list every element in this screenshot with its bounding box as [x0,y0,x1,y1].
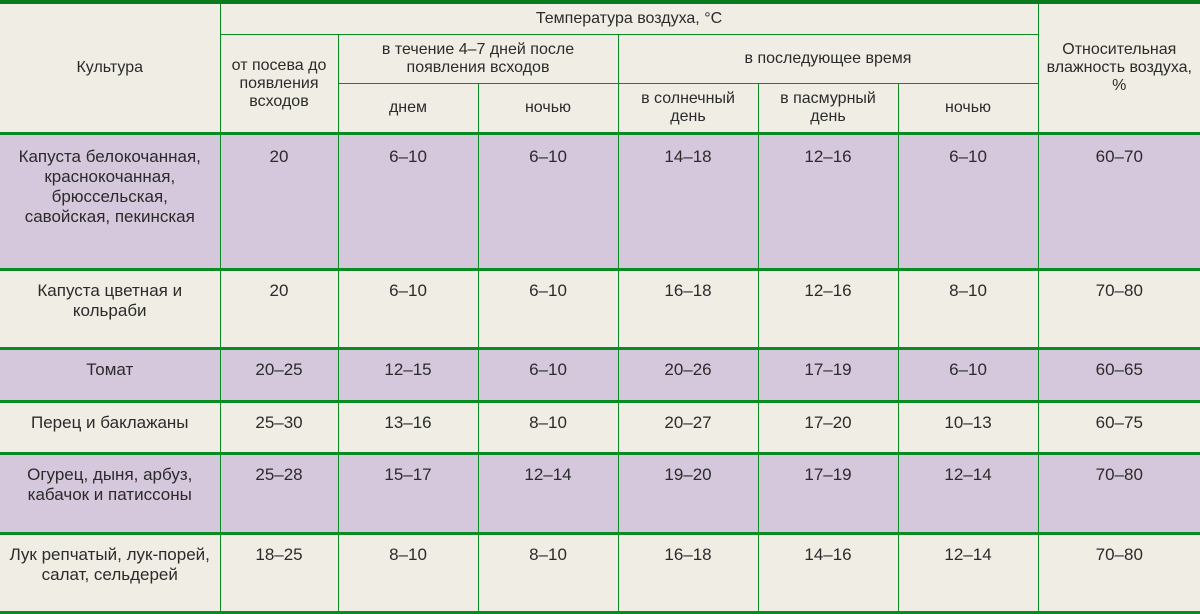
cell-day: 6–10 [338,134,478,270]
cell-sowing: 25–30 [220,401,338,453]
cell-sunny: 16–18 [618,533,758,612]
cell-cloudy: 17–19 [758,454,898,533]
cell-culture: Лук репчатый, лук-порей, салат, сельдере… [0,533,220,612]
cell-night2: 6–10 [898,349,1038,401]
header-humidity: Относительная влажность воздуха, % [1038,2,1200,134]
cell-culture: Огурец, дыня, арбуз, кабачок и патиссоны [0,454,220,533]
header-culture: Культура [0,2,220,134]
cell-night: 6–10 [478,134,618,270]
cell-sowing: 18–25 [220,533,338,612]
cell-culture: Перец и баклажаны [0,401,220,453]
table-header: Культура Температура воздуха, °С Относит… [0,2,1200,134]
cell-night2: 10–13 [898,401,1038,453]
cell-night2: 12–14 [898,454,1038,533]
table-row: Капуста цветная и кольраби206–106–1016–1… [0,269,1200,348]
header-night2: ночью [898,84,1038,134]
cell-humidity: 70–80 [1038,454,1200,533]
cell-culture: Капуста цветная и кольраби [0,269,220,348]
cell-cloudy: 17–20 [758,401,898,453]
cell-cloudy: 14–16 [758,533,898,612]
cell-night: 12–14 [478,454,618,533]
cell-sowing: 20–25 [220,349,338,401]
cell-night2: 6–10 [898,134,1038,270]
crop-temperature-table: Культура Температура воздуха, °С Относит… [0,0,1200,614]
header-cloudy: в пасмурный день [758,84,898,134]
table-row: Капуста белокочанная, краснокочанная, бр… [0,134,1200,270]
cell-cloudy: 17–19 [758,349,898,401]
cell-day: 15–17 [338,454,478,533]
cell-sunny: 20–27 [618,401,758,453]
cell-humidity: 60–70 [1038,134,1200,270]
cell-humidity: 70–80 [1038,269,1200,348]
table-row: Томат20–2512–156–1020–2617–196–1060–65 [0,349,1200,401]
header-sunny: в солнечный день [618,84,758,134]
cell-culture: Капуста белокочанная, краснокочанная, бр… [0,134,220,270]
table-body: Капуста белокочанная, краснокочанная, бр… [0,134,1200,613]
cell-sowing: 20 [220,134,338,270]
cell-sunny: 14–18 [618,134,758,270]
cell-humidity: 70–80 [1038,533,1200,612]
cell-sowing: 20 [220,269,338,348]
cell-night: 8–10 [478,401,618,453]
table-row: Огурец, дыня, арбуз, кабачок и патиссоны… [0,454,1200,533]
table-row: Перец и баклажаны25–3013–168–1020–2717–2… [0,401,1200,453]
cell-night: 8–10 [478,533,618,612]
table-row: Лук репчатый, лук-порей, салат, сельдере… [0,533,1200,612]
header-after-emerge: в течение 4–7 дней после появления всход… [338,35,618,84]
cell-humidity: 60–65 [1038,349,1200,401]
header-sowing: от посева до появления всходов [220,35,338,134]
cell-sunny: 16–18 [618,269,758,348]
header-day: днем [338,84,478,134]
cell-day: 12–15 [338,349,478,401]
header-later: в последующее время [618,35,1038,84]
header-night: ночью [478,84,618,134]
cell-day: 13–16 [338,401,478,453]
cell-culture: Томат [0,349,220,401]
header-temp-title: Температура воздуха, °С [220,2,1038,35]
cell-night: 6–10 [478,349,618,401]
cell-cloudy: 12–16 [758,134,898,270]
cell-day: 6–10 [338,269,478,348]
cell-cloudy: 12–16 [758,269,898,348]
cell-sowing: 25–28 [220,454,338,533]
cell-night: 6–10 [478,269,618,348]
table-container: Культура Температура воздуха, °С Относит… [0,0,1200,614]
cell-sunny: 19–20 [618,454,758,533]
cell-day: 8–10 [338,533,478,612]
cell-night2: 12–14 [898,533,1038,612]
cell-night2: 8–10 [898,269,1038,348]
cell-sunny: 20–26 [618,349,758,401]
cell-humidity: 60–75 [1038,401,1200,453]
